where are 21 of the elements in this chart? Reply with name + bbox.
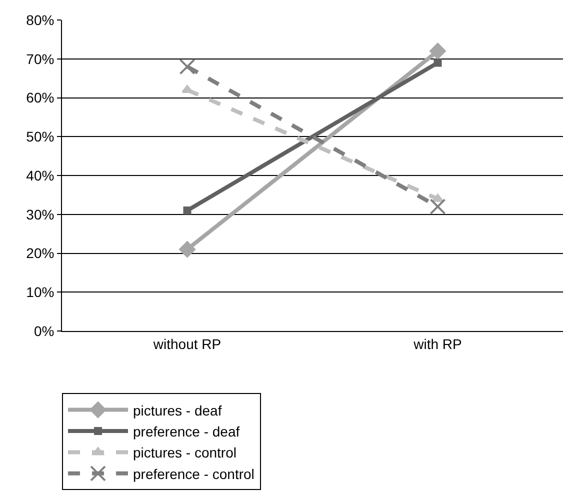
point [183, 206, 192, 214]
y-tick-label: 70% [26, 50, 54, 67]
point [430, 42, 446, 60]
y-tick-label: 30% [26, 206, 54, 222]
legend-label: pictures - deaf [133, 402, 222, 418]
point [430, 198, 446, 215]
y-tick-label: 80% [26, 12, 54, 28]
legend-label: preference - deaf [133, 423, 240, 440]
y-tick-label: 50% [26, 128, 54, 145]
y-tick-label: 20% [26, 245, 54, 262]
y-tick-label: 0% [34, 322, 54, 339]
legend-label: pictures - control [133, 444, 236, 461]
x-tick-label: without RP [152, 336, 222, 352]
y-tick-label: 10% [26, 284, 54, 300]
point [434, 58, 442, 67]
point [179, 58, 196, 75]
y-tick-label: 40% [26, 167, 54, 184]
legend-label: preference - control [133, 466, 254, 482]
point [179, 241, 196, 258]
x-tick-label: with RP [412, 336, 462, 352]
y-tick-label: 60% [26, 90, 54, 106]
